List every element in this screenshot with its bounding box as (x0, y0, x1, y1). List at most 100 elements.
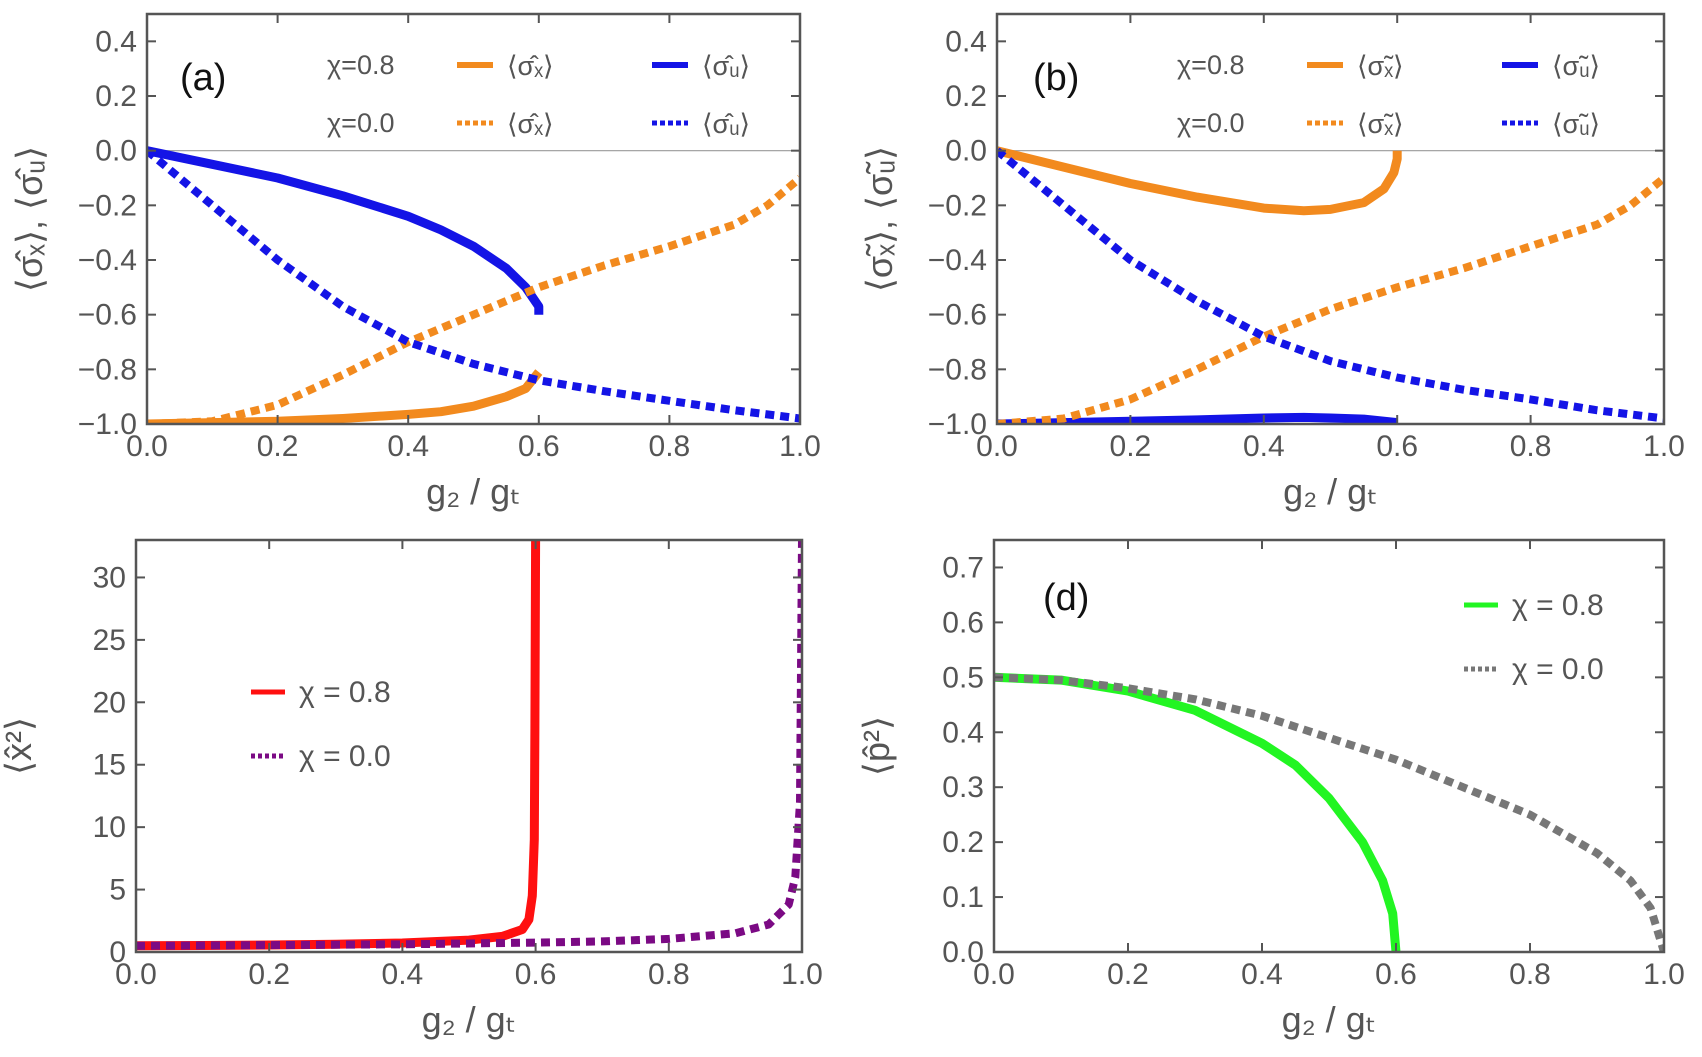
legend-label-chi00: χ=0.0 (327, 108, 394, 138)
panel-label: (b) (1033, 57, 1079, 99)
x-tick-label: 0.6 (1376, 430, 1418, 463)
panel-d: 0.0 0.2 0.4 0.6 0.8 1.0 0.0 0.1 0.2 0.3 0.4 0.5 0.6 0… (856, 538, 1685, 1040)
x-tick-label: 0.2 (1110, 430, 1152, 463)
y-tick-label: 0.2 (95, 80, 137, 113)
y-tick-label: 0.1 (942, 881, 984, 914)
plot-frame (134, 538, 804, 954)
y-tick-label: −0.6 (928, 299, 987, 332)
x-tick-label: 0.2 (1107, 958, 1149, 991)
legend-entry: χ = 0.8 (299, 676, 391, 709)
x-tick-label: 0.8 (1509, 958, 1551, 991)
plot-frame (992, 538, 1666, 954)
legend-entry: ⟨σ̃ₓ⟩ (1357, 109, 1404, 139)
x-tick-label: 1.0 (1643, 958, 1685, 991)
y-tick-label: 0.5 (942, 661, 984, 694)
panel-label: (a) (180, 57, 226, 99)
x-tick-label: 0.6 (518, 430, 560, 463)
y-tick-label: −1.0 (928, 408, 987, 441)
legend: χ=0.8 χ=0.0 ⟨σ̃ₓ⟩ ⟨σ̃ᵤ⟩ ⟨σ̃ₓ⟩ ⟨σ̃ᵤ⟩ (1177, 50, 1600, 139)
panel-label: (d) (1043, 577, 1089, 619)
legend-entry: ⟨σ̃ᵤ⟩ (1552, 51, 1600, 81)
y-tick-label: 10 (93, 811, 126, 844)
x-tick-label: 0.4 (387, 430, 429, 463)
legend-label-chi08: χ=0.8 (1177, 50, 1244, 80)
y-tick-label: −0.6 (78, 299, 137, 332)
legend-entry: ⟨σ̃ᵤ⟩ (1552, 109, 1600, 139)
x-tick-label: 1.0 (781, 958, 823, 991)
series-group (147, 146, 800, 424)
x-tick-label: 1.0 (779, 430, 821, 463)
x-tick-label: 0.4 (382, 958, 424, 991)
x-tick-label: 0.0 (973, 958, 1015, 991)
x-tick-label: 0.8 (649, 430, 691, 463)
y-tick-label: −0.2 (928, 189, 987, 222)
series-group (994, 672, 1664, 952)
y-tick-label: 20 (93, 686, 126, 719)
y-tick-label: 30 (93, 561, 126, 594)
plot-frame (995, 12, 1666, 426)
y-tick-label: 0.0 (942, 936, 984, 969)
legend: χ = 0.8 χ = 0.0 (1464, 589, 1604, 686)
x-tick-label: 0.0 (976, 430, 1018, 463)
panel-b: 0.0 0.2 0.4 0.6 0.8 1.0 0.4 0.2 0.0 −0.2 −0.4 −0.6 −… (859, 12, 1685, 512)
legend-entry: ⟨σ̃ₓ⟩ (1357, 51, 1404, 81)
legend-entry: χ = 0.0 (299, 740, 391, 773)
y-tick-label: 0.7 (942, 551, 984, 584)
legend: χ=0.8 χ=0.0 ⟨σ̂ₓ⟩ ⟨σ̂ᵤ⟩ ⟨σ̂ₓ⟩ ⟨σ̂ᵤ⟩ (327, 50, 750, 139)
series-line-1 (994, 673, 1664, 952)
y-tick-label: −0.2 (78, 189, 137, 222)
x-axis-title: g₂ / gₜ (426, 471, 521, 512)
legend: χ = 0.8 χ = 0.0 (251, 676, 391, 773)
legend-entry: ⟨σ̂ₓ⟩ (507, 51, 554, 81)
series-line-0 (147, 369, 543, 424)
x-axis-title: g₂ / gₜ (1283, 471, 1378, 512)
y-tick-label: 0.2 (945, 80, 987, 113)
panel-c: 0.0 0.2 0.4 0.6 0.8 1.0 0 5 10 15 20 25 30 g₂ / gₜ ⟨x̂… (0, 538, 823, 1040)
x-tick-label: 0.4 (1243, 430, 1285, 463)
y-tick-label: 5 (109, 874, 126, 907)
y-tick-label: 0.4 (942, 716, 984, 749)
y-tick-label: 0.0 (945, 135, 987, 168)
y-tick-label: −0.4 (928, 244, 987, 277)
x-axis-title: g₂ / gₜ (1282, 999, 1377, 1040)
y-tick-label: 0.4 (95, 25, 137, 58)
legend-label-chi08: χ=0.8 (327, 50, 394, 80)
y-tick-label: 0.4 (945, 25, 987, 58)
legend-entry: ⟨σ̂ₓ⟩ (507, 109, 554, 139)
x-tick-label: 0.0 (115, 958, 157, 991)
y-tick-label: 0 (109, 936, 126, 969)
x-tick-label: 0.0 (126, 430, 168, 463)
y-axis-title: ⟨σ̂ₓ⟩, ⟨σ̂ᵤ⟩ (9, 146, 50, 292)
legend-entry: χ = 0.8 (1512, 589, 1604, 622)
x-tick-label: 1.0 (1643, 430, 1685, 463)
y-tick-label: −1.0 (78, 408, 137, 441)
y-tick-label: 0.3 (942, 771, 984, 804)
y-tick-label: 0.2 (942, 826, 984, 859)
legend-entry: χ = 0.0 (1512, 653, 1604, 686)
y-tick-label: 0.6 (942, 606, 984, 639)
y-tick-label: −0.8 (78, 353, 137, 386)
series-line-3 (997, 147, 1664, 423)
series-line-2 (147, 174, 800, 424)
legend-entry: ⟨σ̂ᵤ⟩ (702, 51, 750, 81)
y-tick-label: −0.8 (928, 353, 987, 386)
y-axis-title: ⟨x̂²⟩ (0, 717, 39, 775)
panel-a: 0.0 0.2 0.4 0.6 0.8 1.0 0.4 0.2 0.0 −0.2 −0.4 −0.6 −… (9, 12, 821, 512)
x-tick-label: 0.6 (1375, 958, 1417, 991)
legend-entry: ⟨σ̂ᵤ⟩ (702, 109, 750, 139)
legend-label-chi00: χ=0.0 (1177, 108, 1244, 138)
x-tick-label: 0.2 (248, 958, 290, 991)
plot-frame (145, 12, 802, 426)
x-tick-label: 0.4 (1241, 958, 1283, 991)
series-line-3 (147, 147, 800, 423)
y-tick-label: 0.0 (95, 135, 137, 168)
series-line-1 (136, 540, 802, 950)
y-tick-label: 15 (93, 749, 126, 782)
x-tick-label: 0.2 (257, 430, 299, 463)
x-tick-label: 0.8 (648, 958, 690, 991)
series-line-2 (997, 174, 1664, 424)
x-tick-label: 0.8 (1510, 430, 1552, 463)
x-tick-label: 0.6 (515, 958, 557, 991)
